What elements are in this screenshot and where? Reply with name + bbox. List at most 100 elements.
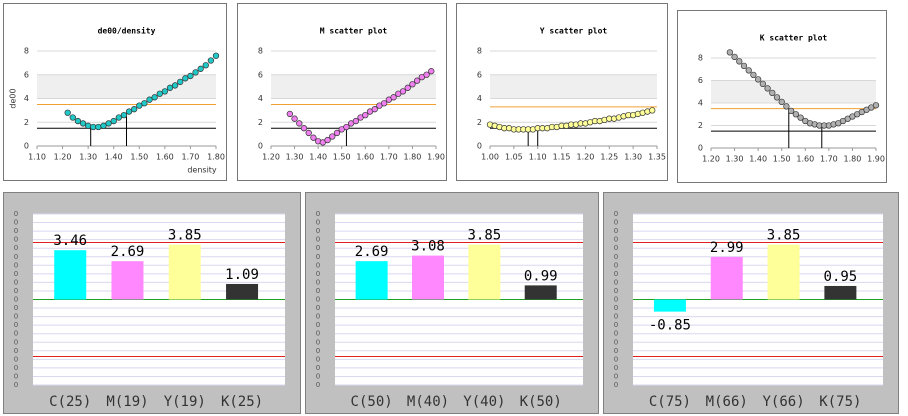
y-tick-label: 0: [614, 270, 618, 278]
y-tick-label: 0: [14, 261, 18, 269]
point: [115, 114, 122, 121]
y-tick-label: 0: [614, 381, 618, 389]
point: [305, 129, 312, 137]
y-tick-label: 0: [614, 253, 618, 261]
value-label: 3.46: [53, 233, 87, 249]
y-tick-label: 0: [14, 244, 18, 252]
y-tick-label: 2: [24, 118, 29, 127]
y-tick-label: 0: [316, 227, 320, 235]
y-tick-label: 8: [477, 47, 482, 56]
point: [423, 71, 430, 78]
point: [797, 114, 804, 121]
y-tick-label: 0: [14, 287, 18, 295]
y-tick-label: 0: [14, 355, 18, 363]
category-label: Y(40): [463, 394, 505, 410]
chart-title: M scatter plot: [320, 27, 388, 36]
bar: [524, 285, 557, 300]
point: [731, 53, 738, 61]
point: [413, 77, 421, 84]
x-tick-label: 1.20: [262, 153, 280, 162]
point: [872, 102, 880, 109]
point: [177, 78, 184, 86]
bar: [767, 244, 800, 300]
y-tick-label: 8: [258, 47, 263, 56]
point: [131, 106, 138, 113]
category-label: C(75): [649, 394, 691, 410]
value-label: 2.99: [710, 240, 744, 256]
y-tick-label: 0: [614, 372, 618, 380]
point: [399, 88, 407, 95]
x-tick-label: 1.30: [624, 153, 642, 162]
y-tick-label: 4: [477, 94, 482, 103]
x-tick-label: 1.50: [333, 153, 351, 162]
category-label: Y(19): [164, 394, 206, 410]
y-tick-label: 0: [614, 244, 618, 252]
point: [105, 120, 112, 127]
y-tick-label: 6: [477, 70, 482, 79]
point: [166, 84, 174, 91]
point: [187, 72, 194, 80]
y-tick-label: 0: [14, 338, 18, 346]
point: [736, 58, 743, 65]
y-tick-label: 0: [614, 313, 618, 321]
y-tick-label: 0: [614, 364, 618, 372]
point: [759, 80, 767, 88]
y-tick-label: 0: [14, 364, 18, 372]
y-tick-label: 0: [316, 210, 320, 218]
y-tick-label: 0: [316, 347, 320, 355]
x-tick-label: 1.70: [820, 155, 838, 164]
y-tick-label: 4: [258, 94, 263, 103]
value-label: 2.69: [355, 244, 389, 260]
y-tick-label: 0: [14, 219, 18, 227]
point: [792, 111, 800, 118]
y-tick-label: 0: [14, 372, 18, 380]
y-tick-label: 0: [316, 304, 320, 312]
x-tick-label: 1.60: [156, 153, 174, 162]
y-tick-label: 0: [14, 313, 18, 321]
category-label: K(50): [520, 394, 562, 410]
point: [296, 120, 303, 127]
bar: [710, 256, 743, 300]
y-tick-label: 0: [316, 244, 320, 252]
point: [90, 123, 97, 131]
point: [197, 65, 204, 72]
point: [141, 100, 148, 107]
point: [291, 115, 298, 122]
x-tick-label: 1.80: [404, 153, 422, 162]
y-tick-label: 0: [614, 219, 618, 227]
point: [79, 120, 87, 127]
point: [171, 82, 179, 89]
value-label: 1.09: [225, 267, 259, 283]
y-tick-label: 0: [14, 270, 18, 278]
y-tick-label: 0: [14, 347, 18, 355]
point: [324, 136, 331, 144]
x-tick-label: 1.40: [749, 155, 767, 164]
category-label: M(19): [106, 394, 148, 410]
point: [783, 103, 790, 110]
y-tick-label: 0: [316, 313, 320, 321]
point: [207, 57, 215, 64]
x-tick-label: 1.70: [182, 153, 200, 162]
x-axis-label: density: [187, 166, 217, 175]
y-tick-label: 8: [24, 47, 29, 56]
y-tick-label: 0: [14, 227, 18, 235]
y-tick-label: 0: [14, 210, 18, 218]
point: [192, 69, 199, 76]
y-tick-label: 0: [614, 287, 618, 295]
value-label: 3.85: [168, 228, 202, 244]
x-tick-label: 1.50: [130, 153, 148, 162]
value-label: 0.99: [524, 268, 558, 284]
x-tick-label: 1.50: [773, 155, 791, 164]
x-tick-label: 1.40: [309, 153, 327, 162]
x-tick-label: 1.30: [726, 155, 744, 164]
y-tick-label: 0: [316, 253, 320, 261]
y-tick-label: 0: [614, 210, 618, 218]
point: [764, 85, 771, 92]
chart-title: Y scatter plot: [540, 27, 608, 36]
chart-title: de00/density: [98, 26, 156, 36]
y-tick-label: 0: [14, 278, 18, 286]
x-tick-label: 1.80: [207, 153, 225, 162]
y-tick-label: 6: [258, 70, 263, 79]
x-tick-label: 1.35: [648, 153, 666, 162]
y-tick-label: 0: [14, 304, 18, 312]
